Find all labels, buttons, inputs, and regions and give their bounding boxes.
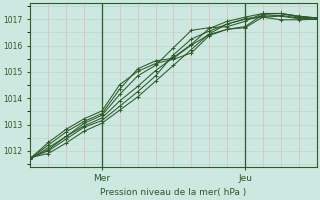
- X-axis label: Pression niveau de la mer( hPa ): Pression niveau de la mer( hPa ): [100, 188, 247, 197]
